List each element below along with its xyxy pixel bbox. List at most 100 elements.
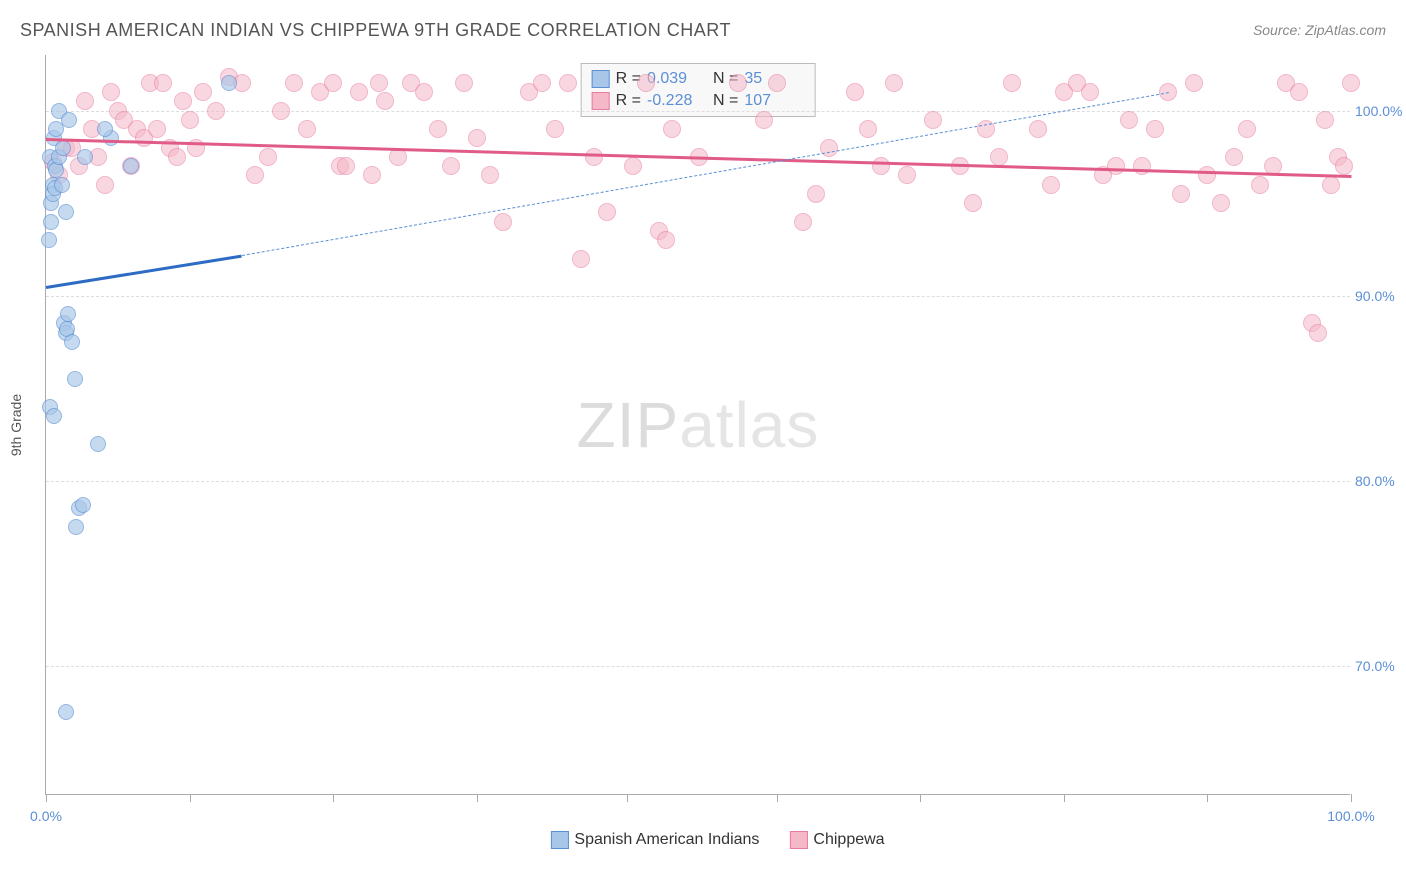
- scatter-point-blue: [221, 75, 237, 91]
- scatter-point-pink: [872, 157, 890, 175]
- scatter-point-pink: [1335, 157, 1353, 175]
- scatter-point-pink: [572, 250, 590, 268]
- scatter-point-pink: [324, 74, 342, 92]
- scatter-point-pink: [174, 92, 192, 110]
- legend-swatch-pink: [789, 831, 807, 849]
- scatter-point-blue: [54, 177, 70, 193]
- scatter-point-pink: [442, 157, 460, 175]
- scatter-point-pink: [1316, 111, 1334, 129]
- scatter-point-pink: [898, 166, 916, 184]
- scatter-point-pink: [768, 74, 786, 92]
- scatter-point-pink: [337, 157, 355, 175]
- ytick-label: 80.0%: [1355, 473, 1400, 489]
- ytick-label: 90.0%: [1355, 288, 1400, 304]
- gridline: [46, 296, 1350, 297]
- scatter-point-pink: [755, 111, 773, 129]
- scatter-point-pink: [585, 148, 603, 166]
- scatter-point-pink: [964, 194, 982, 212]
- scatter-point-pink: [1212, 194, 1230, 212]
- plot-region: ZIPatlas 9th Grade R = 0.039 N = 35 R = …: [45, 55, 1350, 795]
- scatter-point-pink: [429, 120, 447, 138]
- scatter-point-blue: [97, 121, 113, 137]
- scatter-point-pink: [1081, 83, 1099, 101]
- ytick-label: 100.0%: [1355, 103, 1400, 119]
- scatter-point-pink: [598, 203, 616, 221]
- chart-area: ZIPatlas 9th Grade R = 0.039 N = 35 R = …: [45, 55, 1390, 815]
- watermark: ZIPatlas: [577, 388, 820, 462]
- trend-line: [46, 255, 242, 289]
- scatter-point-blue: [58, 204, 74, 220]
- scatter-point-pink: [376, 92, 394, 110]
- scatter-point-pink: [559, 74, 577, 92]
- scatter-point-blue: [60, 306, 76, 322]
- scatter-point-pink: [259, 148, 277, 166]
- scatter-point-blue: [43, 214, 59, 230]
- source-label: Source: ZipAtlas.com: [1253, 22, 1386, 38]
- scatter-point-pink: [1029, 120, 1047, 138]
- scatter-point-pink: [924, 111, 942, 129]
- scatter-point-pink: [285, 74, 303, 92]
- legend-label-blue: Spanish American Indians: [574, 831, 759, 849]
- scatter-point-pink: [246, 166, 264, 184]
- y-axis-label: 9th Grade: [8, 393, 24, 455]
- scatter-point-pink: [729, 74, 747, 92]
- xtick-label: 0.0%: [30, 808, 62, 824]
- scatter-point-pink: [455, 74, 473, 92]
- scatter-point-blue: [75, 497, 91, 513]
- scatter-point-pink: [494, 213, 512, 231]
- scatter-point-pink: [807, 185, 825, 203]
- scatter-point-pink: [1251, 176, 1269, 194]
- scatter-point-pink: [1172, 185, 1190, 203]
- scatter-point-pink: [1290, 83, 1308, 101]
- chart-title: SPANISH AMERICAN INDIAN VS CHIPPEWA 9TH …: [20, 20, 731, 41]
- scatter-point-pink: [624, 157, 642, 175]
- gridline: [46, 111, 1350, 112]
- scatter-point-pink: [1238, 120, 1256, 138]
- xtick: [333, 794, 334, 802]
- legend: Spanish American Indians Chippewa: [550, 831, 884, 849]
- scatter-point-pink: [657, 231, 675, 249]
- xtick: [46, 794, 47, 802]
- scatter-point-pink: [168, 148, 186, 166]
- scatter-point-pink: [1309, 324, 1327, 342]
- scatter-point-blue: [41, 232, 57, 248]
- scatter-point-pink: [272, 102, 290, 120]
- scatter-point-blue: [58, 704, 74, 720]
- scatter-point-pink: [546, 120, 564, 138]
- scatter-point-pink: [794, 213, 812, 231]
- scatter-point-pink: [637, 74, 655, 92]
- scatter-point-pink: [859, 120, 877, 138]
- scatter-point-pink: [481, 166, 499, 184]
- scatter-point-pink: [1185, 74, 1203, 92]
- xtick: [920, 794, 921, 802]
- scatter-point-pink: [1120, 111, 1138, 129]
- scatter-point-blue: [64, 334, 80, 350]
- xtick: [1207, 794, 1208, 802]
- xtick: [1351, 794, 1352, 802]
- ytick-label: 70.0%: [1355, 658, 1400, 674]
- scatter-point-blue: [67, 371, 83, 387]
- xtick: [1064, 794, 1065, 802]
- legend-item-pink: Chippewa: [789, 831, 884, 849]
- scatter-point-pink: [1198, 166, 1216, 184]
- gridline: [46, 666, 1350, 667]
- swatch-blue: [592, 70, 610, 88]
- scatter-point-blue: [123, 158, 139, 174]
- scatter-point-pink: [154, 74, 172, 92]
- scatter-point-pink: [468, 129, 486, 147]
- scatter-point-pink: [1342, 74, 1360, 92]
- xtick: [777, 794, 778, 802]
- scatter-point-blue: [90, 436, 106, 452]
- scatter-point-pink: [533, 74, 551, 92]
- scatter-point-pink: [1107, 157, 1125, 175]
- scatter-point-blue: [77, 149, 93, 165]
- xtick: [190, 794, 191, 802]
- scatter-point-pink: [990, 148, 1008, 166]
- scatter-point-pink: [415, 83, 433, 101]
- legend-item-blue: Spanish American Indians: [550, 831, 759, 849]
- legend-label-pink: Chippewa: [813, 831, 884, 849]
- scatter-point-pink: [102, 83, 120, 101]
- xtick: [627, 794, 628, 802]
- stats-row-pink: R = -0.228 N = 107: [592, 90, 805, 112]
- scatter-point-blue: [55, 140, 71, 156]
